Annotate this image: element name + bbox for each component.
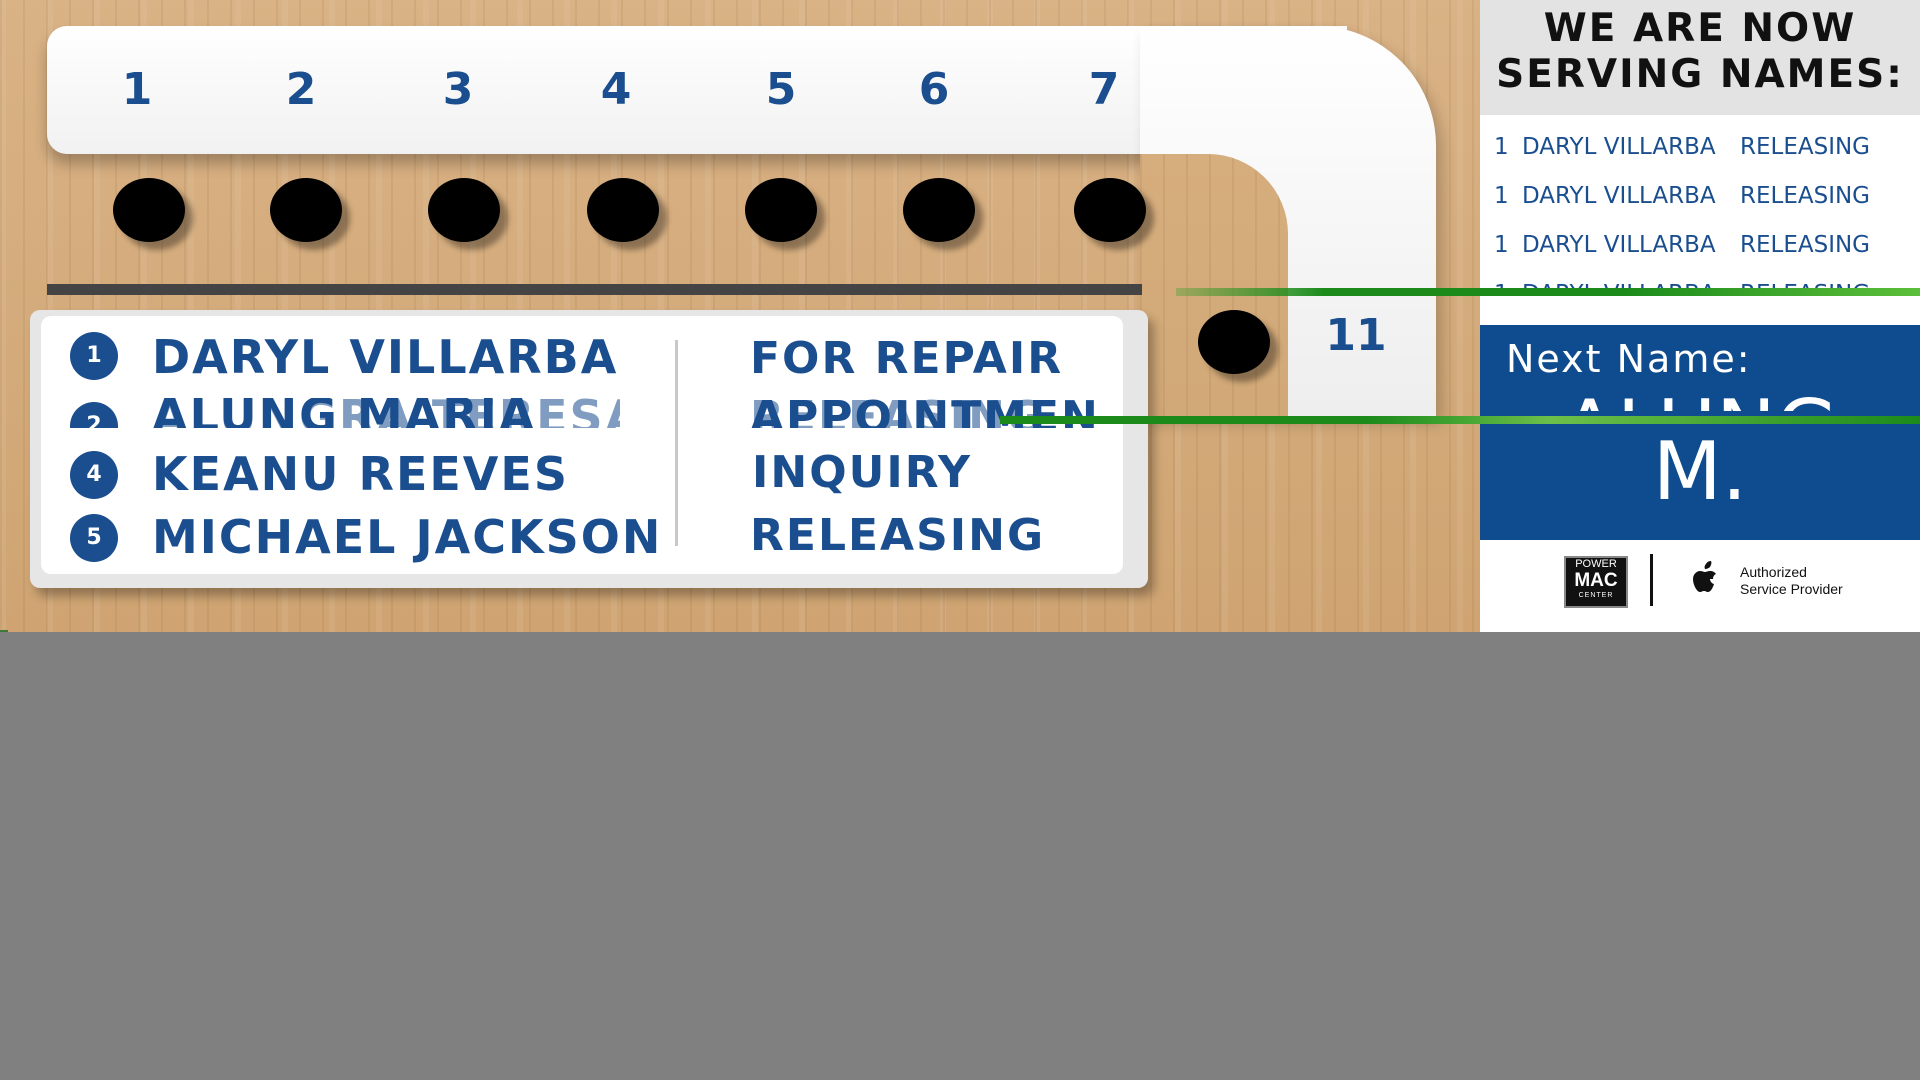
queue-number-badge: 4: [70, 451, 118, 499]
seat-4: [587, 178, 659, 242]
brand-line3: CENTER: [1578, 592, 1614, 599]
render-glitch-line: [1176, 288, 1920, 296]
seat-3: [428, 178, 500, 242]
serving-name: DARYL VILLARBA: [1522, 232, 1716, 258]
window-number-2: 2: [285, 64, 317, 115]
queue-name: ALUNG MARIA: [152, 398, 537, 428]
window-number-7: 7: [1088, 64, 1120, 115]
serving-row: 1 DARYL VILLARBA RELEASING: [1494, 232, 1914, 262]
queue-status: RELEASING: [750, 510, 1046, 561]
serving-status: RELEASING: [1740, 232, 1871, 258]
serving-number: 1: [1494, 232, 1509, 258]
authorized-provider-text: Authorized Service Provider: [1740, 564, 1843, 598]
queue-status: FOR REPAIR: [750, 333, 1064, 384]
queue-display-stage: 1 2 3 4 5 6 7 11 1 DARYL VILLARBA FOR RE…: [0, 0, 1920, 632]
seat-6: [903, 178, 975, 242]
now-serving-header: WE ARE NOW SERVING NAMES:: [1480, 0, 1920, 115]
now-serving-panel: WE ARE NOW SERVING NAMES: 1 DARYL VILLAR…: [1480, 0, 1920, 632]
queue-name: DARYL VILLARBA: [152, 330, 619, 384]
next-name-label: Next Name:: [1506, 337, 1752, 381]
seat-11: [1198, 310, 1270, 374]
queue-name: KEANU REEVES: [152, 447, 569, 501]
serving-number: 1: [1494, 134, 1509, 160]
counter-rail: [47, 284, 1142, 295]
window-number-3: 3: [442, 64, 474, 115]
queue-number-badge: 2: [70, 402, 118, 428]
brand-line2: MAC: [1574, 570, 1618, 591]
serving-status: RELEASING: [1740, 134, 1871, 160]
next-name-value: M.: [1652, 425, 1748, 518]
service-counter: [47, 26, 1347, 154]
counter-floor-gap: [1140, 154, 1288, 416]
seat-7: [1074, 178, 1146, 242]
render-glitch-dot: [0, 630, 8, 632]
queue-board-divider: [675, 340, 678, 546]
next-name-box: Next Name: ALUNG M.: [1480, 325, 1920, 540]
brand-footer: POWER MAC CENTER Authorized Service Prov…: [1480, 540, 1920, 632]
queue-status-ghost: RELEASING: [750, 398, 1046, 428]
window-number-11: 11: [1325, 310, 1387, 361]
queue-row-glitched: 2 ALUNGRA TERESA ALUNG MARIA: [60, 398, 620, 428]
logo-divider: [1650, 554, 1653, 606]
provider-line1: Authorized: [1740, 564, 1807, 580]
provider-line2: Service Provider: [1740, 581, 1843, 597]
window-number-4: 4: [600, 64, 632, 115]
window-number-6: 6: [918, 64, 950, 115]
now-serving-title-line2: SERVING NAMES:: [1496, 52, 1904, 97]
queue-status-glitched: RELEASING APPOINTMENT: [740, 398, 1100, 428]
window-number-1: 1: [121, 64, 153, 115]
now-serving-title-line1: WE ARE NOW: [1543, 6, 1857, 51]
serving-status: RELEASING: [1740, 183, 1871, 209]
queue-name: MICHAEL JACKSON: [152, 510, 663, 564]
render-glitch-line: [1000, 416, 1920, 424]
serving-name: DARYL VILLARBA: [1522, 183, 1716, 209]
seat-1: [113, 178, 185, 242]
serving-number: 1: [1494, 183, 1509, 209]
serving-row: 1 DARYL VILLARBA RELEASING: [1494, 134, 1914, 164]
queue-number-badge: 5: [70, 514, 118, 562]
queue-number-badge: 1: [70, 332, 118, 380]
next-name-ghost: ALUNG: [1480, 383, 1920, 411]
window-number-5: 5: [765, 64, 797, 115]
serving-name: DARYL VILLARBA: [1522, 134, 1716, 160]
seat-5: [745, 178, 817, 242]
serving-row: 1 DARYL VILLARBA RELEASING: [1494, 183, 1914, 213]
power-mac-center-logo: POWER MAC CENTER: [1564, 556, 1628, 608]
queue-name-ghost: ALUNGRA TERESA: [152, 398, 620, 428]
apple-logo-icon: [1693, 561, 1716, 592]
queue-status: INQUIRY: [752, 447, 973, 498]
brand-line1: POWER: [1575, 558, 1617, 570]
seat-2: [270, 178, 342, 242]
queue-board: [41, 316, 1123, 574]
